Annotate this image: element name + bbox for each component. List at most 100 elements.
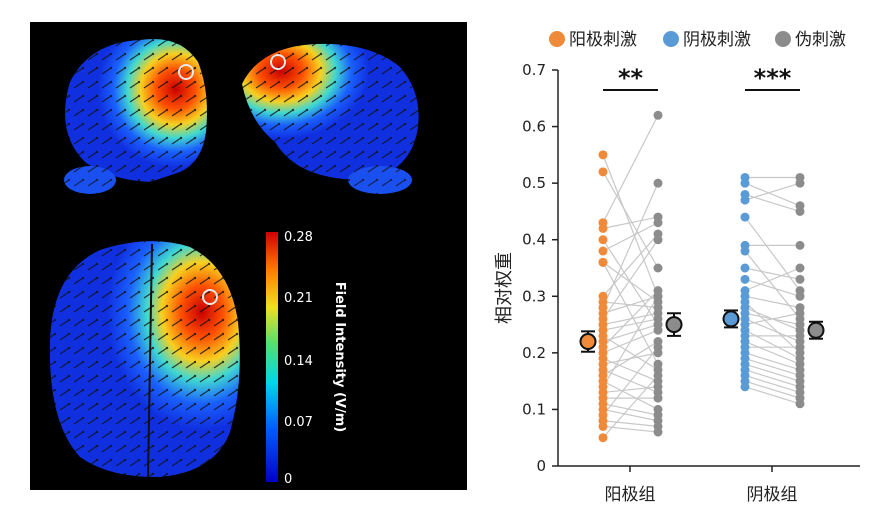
data-point: [740, 178, 750, 188]
pair-line: [602, 335, 659, 371]
legend: 阳极刺激 阴极刺激 伪刺激: [549, 30, 846, 50]
data-point: [653, 235, 663, 245]
pair-line: [602, 182, 659, 308]
pair-line: [744, 182, 801, 201]
pair-line: [602, 233, 659, 297]
x-category-label: 阴极组: [747, 485, 798, 505]
pair-line: [602, 171, 659, 269]
data-point: [598, 223, 608, 233]
pair-line: [744, 182, 801, 207]
legend-label: 阳极刺激: [569, 30, 637, 50]
data-point: [653, 370, 663, 380]
brain-top-right: [242, 43, 419, 194]
legend-label: 伪刺激: [795, 30, 846, 50]
pair-line: [602, 295, 659, 314]
pair-line: [602, 239, 659, 320]
pair-line: [744, 380, 801, 399]
pair-line: [744, 295, 801, 309]
legend-swatch-anodal: [549, 31, 565, 47]
y-ticks: 0 0.1 0.2 0.3 0.4 0.5 0.6 0.7: [522, 61, 558, 475]
y-tick-label: 0.1: [522, 400, 546, 418]
data-point: [740, 274, 750, 284]
pair-line: [744, 386, 801, 405]
electrode-marker: [202, 289, 218, 305]
colorbar-tick-label: 0.28: [284, 230, 313, 245]
data-point: [598, 421, 608, 431]
data-point: [653, 325, 663, 335]
pair-line: [744, 250, 801, 320]
data-point: [740, 212, 750, 222]
pair-line: [602, 114, 659, 224]
data-point: [795, 342, 805, 352]
data-point: [795, 308, 805, 318]
significance-label: **: [618, 64, 644, 92]
pair-line: [602, 408, 659, 422]
data-point: [653, 382, 663, 392]
data-point: [653, 178, 663, 188]
data-point: [653, 393, 663, 403]
electrode-marker: [270, 54, 286, 70]
data-point: [598, 235, 608, 245]
pair-line: [602, 346, 659, 416]
electrode-marker: [178, 64, 194, 80]
data-point: [653, 263, 663, 273]
pair-line: [744, 278, 801, 297]
pair-line: [744, 312, 801, 326]
data-point: [598, 150, 608, 160]
pair-line: [744, 363, 801, 382]
mean-marker: [579, 333, 597, 351]
data-point: [598, 257, 608, 267]
colorbar-tick-label: 0.21: [284, 291, 313, 306]
pair-line: [744, 369, 801, 388]
y-axis-label: 相对权重: [494, 252, 515, 324]
colorbar-tick-label: 0.14: [284, 354, 313, 369]
paired-chart: 阳极刺激 阴极刺激 伪刺激 相对权重 0 0.1 0.2 0.3 0.4 0.5 0.6 0.…: [494, 30, 860, 505]
pair-line: [602, 403, 659, 416]
pair-line: [602, 295, 659, 388]
pair-line: [602, 323, 659, 343]
data-points: [598, 110, 805, 443]
pair-line: [602, 216, 659, 229]
pair-line: [602, 341, 659, 376]
colorbar: 0.28 0.21 0.14 0.07 0 Field Intensity (V…: [266, 230, 347, 487]
x-category-label: 阳极组: [605, 485, 656, 505]
mean-marker: [722, 310, 740, 328]
pair-line: [602, 375, 659, 439]
pair-line: [744, 357, 801, 377]
mean-marker: [665, 316, 683, 334]
pair-line: [744, 216, 801, 291]
y-tick-label: 0.7: [522, 61, 546, 79]
data-point: [653, 342, 663, 352]
data-point: [795, 331, 805, 341]
pair-line: [744, 340, 801, 365]
pair-line: [602, 261, 659, 303]
data-point: [795, 206, 805, 216]
pair-line: [744, 267, 801, 280]
pair-line: [744, 301, 801, 354]
y-tick-label: 0.4: [522, 231, 546, 249]
pair-line: [744, 329, 801, 360]
paired-lines: [602, 114, 801, 439]
brain-top-left: [64, 38, 207, 194]
data-point: [795, 274, 805, 284]
y-tick-label: 0.5: [522, 174, 546, 192]
data-point: [653, 291, 663, 301]
brain-field-panel: 0.28 0.21 0.14 0.07 0 Field Intensity (V…: [30, 22, 467, 490]
brain-bottom: [49, 241, 240, 478]
pair-line: [602, 222, 659, 252]
pair-line: [744, 374, 801, 394]
legend-swatch-cathodal: [663, 31, 679, 47]
pair-line: [602, 290, 659, 348]
data-point: [795, 240, 805, 250]
data-point: [795, 263, 805, 273]
y-tick-label: 0.6: [522, 118, 546, 136]
data-point: [740, 382, 750, 392]
y-tick-label: 0.2: [522, 344, 546, 362]
data-point: [740, 246, 750, 256]
colorbar-tick-label: 0.07: [284, 415, 313, 430]
colorbar-title: Field Intensity (V/m): [332, 282, 347, 432]
data-point: [653, 110, 663, 120]
brain-maps-svg: 0.28 0.21 0.14 0.07 0 Field Intensity (V…: [49, 38, 419, 487]
data-point: [795, 178, 805, 188]
data-point: [795, 399, 805, 409]
